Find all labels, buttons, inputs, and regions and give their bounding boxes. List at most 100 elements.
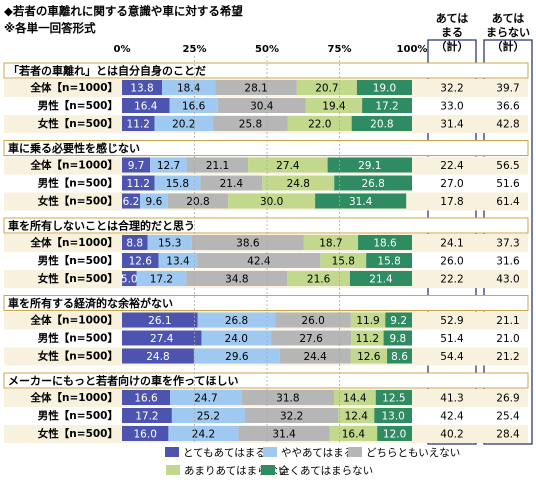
bar-value-label: 16.0	[134, 429, 157, 441]
bar-value-label: 18.6	[373, 238, 397, 250]
bar-value-label: 14.4	[343, 393, 367, 405]
bar-value-label: 12.5	[382, 393, 405, 405]
bar-segment	[122, 235, 148, 250]
bar-value-label: 21.6	[307, 274, 331, 286]
x-tick-label: 75%	[328, 44, 352, 55]
bar-value-label: 11.2	[127, 119, 150, 131]
bar-segment	[296, 80, 357, 95]
bar-value-label: 15.8	[377, 256, 400, 268]
bar-segment	[122, 193, 140, 209]
bar-value-label: 17.2	[375, 101, 398, 113]
bar-value-label: 9.6	[146, 196, 163, 208]
applies-total: 51.4	[440, 333, 464, 345]
not-applies-total: 36.6	[496, 101, 520, 113]
bar-value-label: 32.2	[280, 411, 303, 423]
bar-segment	[122, 312, 198, 328]
bar-value-label: 17.2	[135, 411, 158, 423]
summary-header-line: （計）	[436, 39, 469, 53]
bar-segment	[374, 408, 412, 423]
bar-value-label: 26.8	[361, 178, 384, 190]
bar-value-label: 20.8	[370, 119, 393, 131]
bar-segment	[186, 157, 249, 173]
applies-total: 26.0	[440, 256, 463, 268]
summary-header-line: まらない	[486, 26, 530, 39]
bar-value-label: 15.8	[332, 256, 355, 268]
bar-segment	[338, 408, 375, 423]
bar-value-label: 20.7	[315, 83, 338, 95]
bar-value-label: 17.2	[150, 274, 173, 286]
bar-segment	[197, 312, 276, 328]
bar-value-label: 38.6	[236, 238, 260, 250]
not-applies-total: 39.7	[496, 83, 519, 95]
bar-segment	[217, 98, 306, 113]
bar-value-label: 27.4	[150, 333, 174, 345]
bar-value-label: 21.1	[206, 160, 229, 172]
bar-segment	[329, 426, 378, 441]
bar-segment	[287, 271, 350, 286]
question-label: 車を所有しないことは合理的だと思う	[8, 219, 195, 233]
bar-segment	[136, 271, 187, 286]
applies-total: 32.2	[440, 83, 463, 95]
bar-value-label: 15.3	[158, 238, 181, 250]
question-header-band	[3, 140, 529, 156]
row-label: 全体【n=1000】	[30, 314, 119, 327]
applies-total: 31.4	[440, 119, 464, 131]
bar-value-label: 25.2	[197, 411, 220, 423]
bar-value-label: 21.4	[369, 274, 393, 286]
applies-total: 41.3	[440, 393, 463, 405]
not-applies-total: 25.4	[496, 411, 520, 423]
question-label: 車を所有する経済的な余裕がない	[8, 296, 173, 310]
not-applies-total: 26.9	[496, 393, 519, 405]
bar-value-label: 12.6	[357, 351, 381, 363]
bar-segment	[315, 193, 407, 209]
bar-value-label: 15.8	[166, 178, 189, 190]
x-tick-label: 25%	[183, 44, 207, 55]
question-label: 車に乗る必要性を感じない	[8, 141, 140, 155]
not-applies-total: 51.6	[496, 178, 520, 190]
bar-segment	[200, 175, 263, 191]
x-tick-label: 50%	[255, 44, 279, 55]
question-header-band	[3, 217, 529, 234]
bar-value-label: 22.0	[308, 119, 331, 131]
bar-segment	[150, 157, 187, 173]
legend-swatch	[165, 447, 179, 457]
bar-value-label: 31.4	[349, 196, 373, 208]
row-label: 男性【n=500】	[38, 99, 118, 112]
bar-segment	[122, 330, 202, 346]
question-label: メーカーにもっと若者向けの車を作ってほしい	[8, 374, 238, 388]
bar-segment	[154, 175, 201, 191]
bar-segment	[158, 253, 198, 268]
legend-swatch	[166, 465, 180, 475]
applies-total: 22.2	[440, 274, 463, 286]
bar-segment	[122, 348, 194, 364]
bar-value-label: 26.8	[225, 315, 248, 327]
bar-segment	[262, 175, 335, 191]
bar-segment	[351, 330, 384, 346]
legend-label: とてもあてはまる	[183, 447, 266, 459]
bar-segment	[168, 426, 239, 441]
bar-value-label: 5.0	[121, 274, 138, 286]
bar-value-label: 16.4	[134, 101, 158, 113]
row-label: 女性【n=500】	[38, 272, 118, 285]
not-applies-total: 42.8	[496, 119, 519, 131]
bar-segment	[303, 235, 359, 250]
bar-value-label: 11.9	[356, 315, 379, 327]
applies-total: 27.0	[440, 178, 463, 190]
bar-segment	[122, 408, 172, 423]
not-applies-total: 21.0	[496, 333, 519, 345]
bar-segment	[201, 330, 272, 346]
summary-header-line: （計）	[492, 39, 525, 53]
bar-segment	[171, 408, 245, 423]
summary-header-line: あては	[492, 12, 525, 25]
bar-segment	[147, 235, 192, 250]
bar-segment	[170, 390, 242, 405]
bar-segment	[139, 193, 168, 209]
row-label: 全体【n=1000】	[30, 236, 119, 249]
not-applies-total: 28.4	[496, 429, 520, 441]
bar-value-label: 27.4	[276, 160, 300, 172]
bar-value-label: 21.4	[220, 178, 244, 190]
row-label: 男性【n=500】	[38, 177, 118, 190]
bar-segment	[271, 330, 352, 346]
applies-total: 22.4	[440, 160, 464, 172]
bar-segment	[213, 116, 288, 131]
